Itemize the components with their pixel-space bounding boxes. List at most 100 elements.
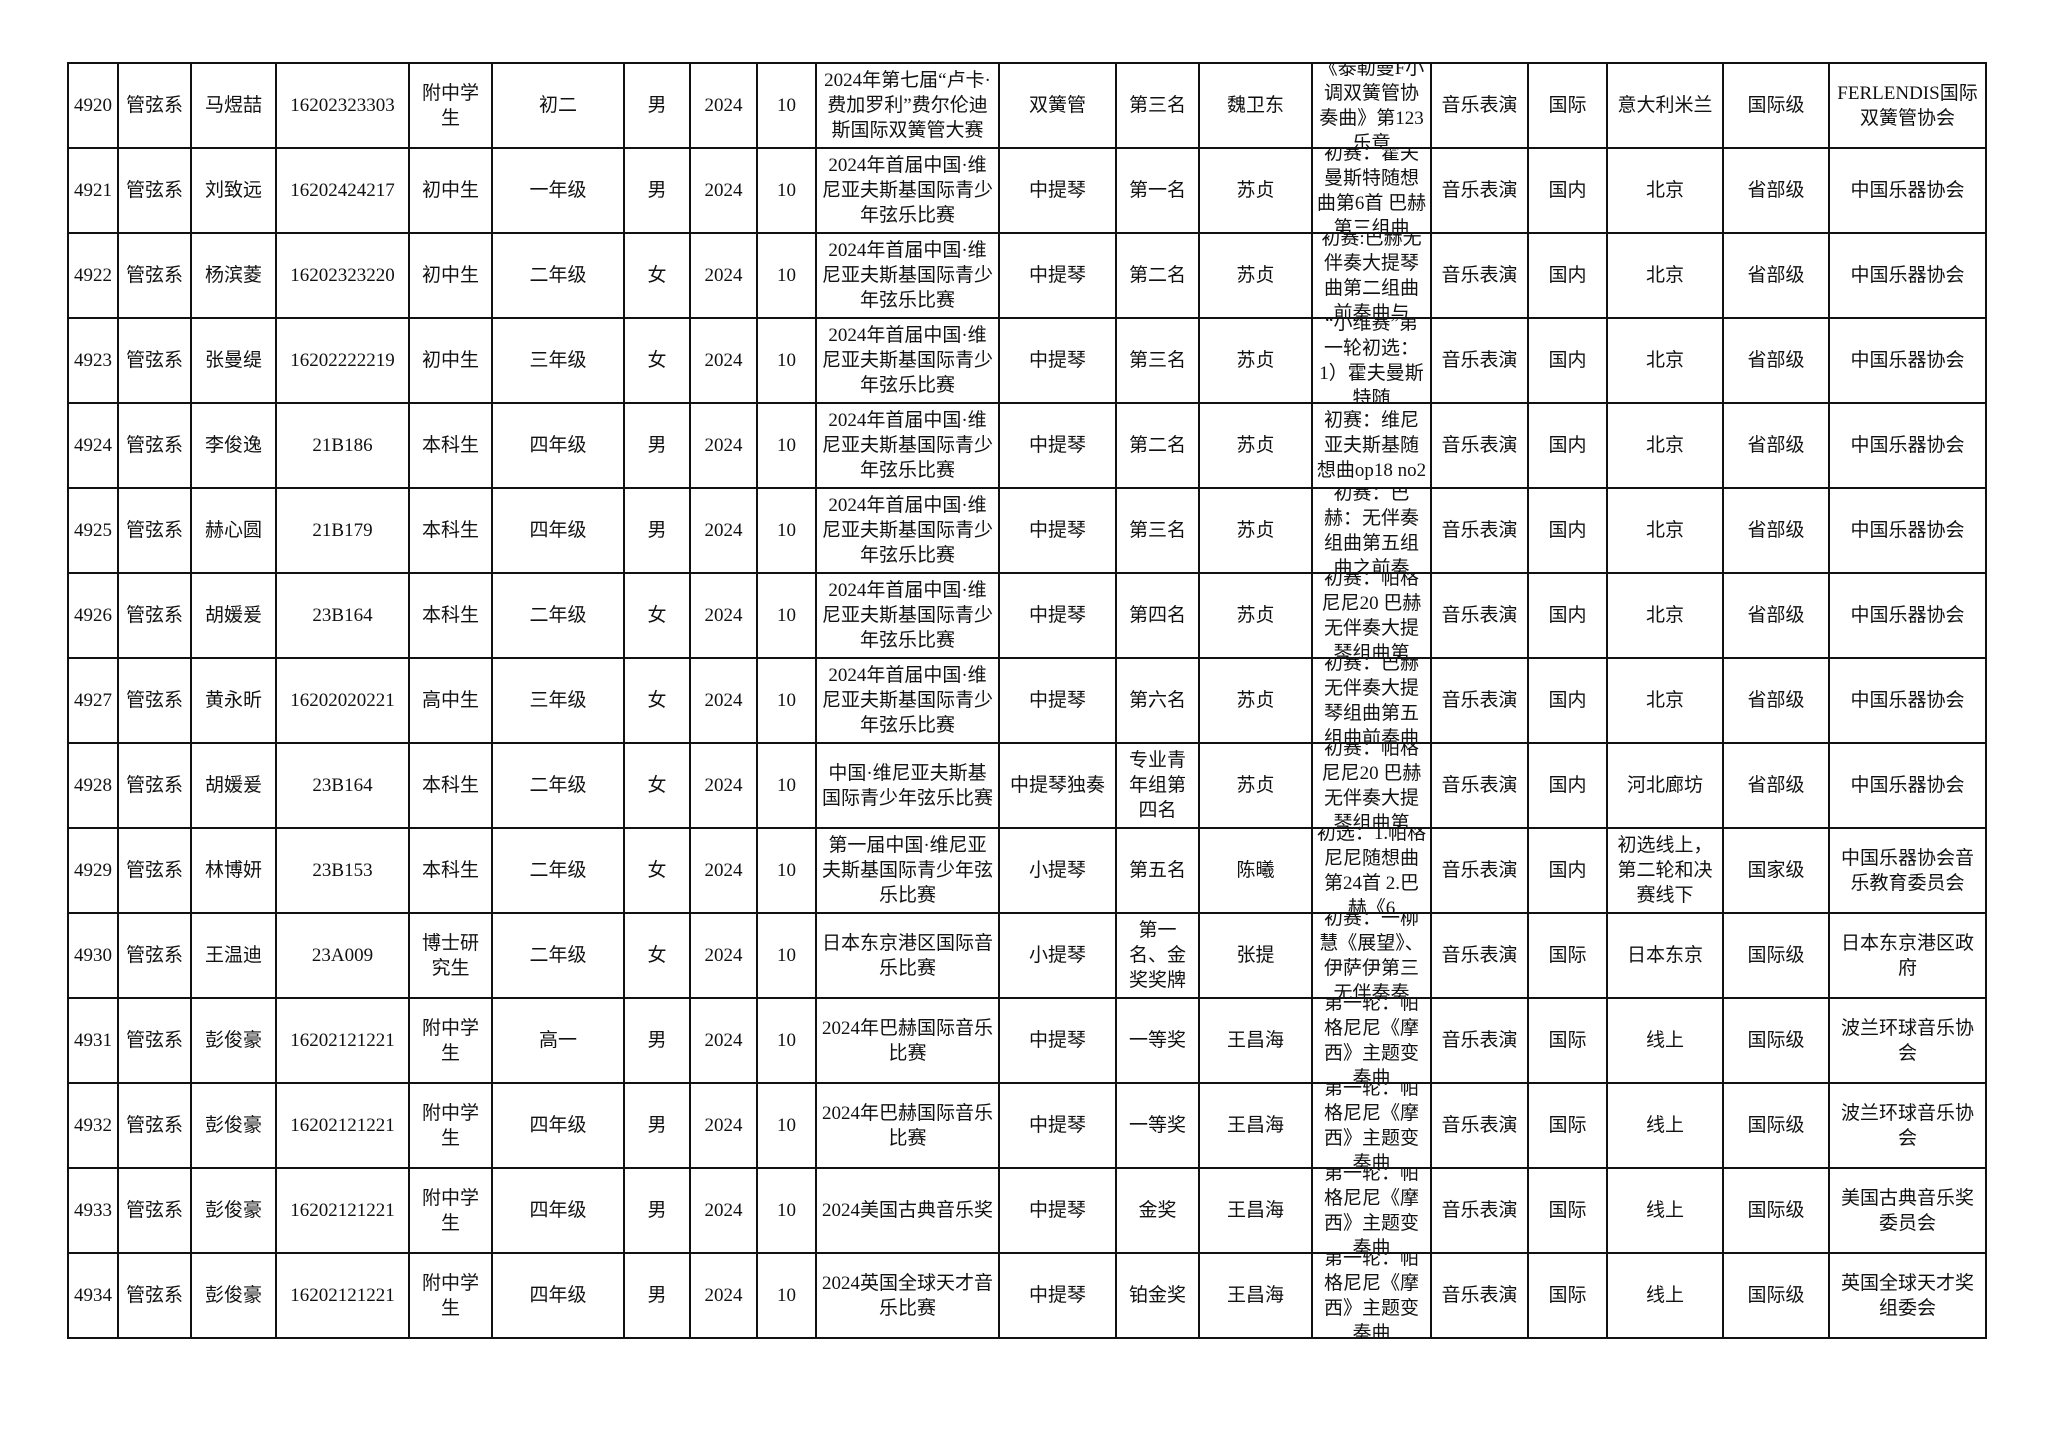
repertoire-text: 第一轮：帕格尼尼《摩西》主题变奏曲: [1323, 1084, 1419, 1167]
cell-repertoire: 《泰勒曼F小调双簧管协奏曲》第123乐章: [1311, 62, 1432, 149]
repertoire-text: 初赛：一柳慧《展望》、伊萨伊第三无伴奏奏: [1319, 914, 1424, 997]
cell-year: 2024: [689, 827, 758, 914]
cell-student-type: 附中学生: [408, 1082, 493, 1169]
record-id-text: 4934: [74, 1285, 112, 1306]
cell-year: 2024: [689, 147, 758, 234]
cell-repertoire: 初赛:巴赫无伴奏大提琴曲第二组曲前奏曲与: [1311, 232, 1432, 319]
cell-level: 省部级: [1722, 317, 1830, 404]
organizer-text: 中国乐器协会: [1850, 435, 1965, 456]
discipline-text: 音乐表演: [1441, 860, 1518, 881]
cell-department: 管弦系: [117, 827, 192, 914]
award-text: 铂金奖: [1128, 1285, 1186, 1306]
cell-instructor: 苏贞: [1198, 487, 1313, 574]
cell-award: 第三名: [1115, 487, 1200, 574]
department-text: 管弦系: [125, 180, 183, 201]
cell-competition-name: 2024美国古典音乐奖: [815, 1167, 1000, 1254]
month-text: 10: [777, 520, 796, 541]
cell-discipline: 音乐表演: [1430, 402, 1529, 489]
table-row: 4934 管弦系 彭俊豪 16202121221 附中学生 四年级 男 2024 10 2024英…: [67, 1252, 1987, 1339]
cell-department: 管弦系: [117, 487, 192, 574]
instrument-text: 中提琴: [1028, 1285, 1086, 1306]
cell-record-id: 4932: [67, 1082, 119, 1169]
cell-instructor: 王昌海: [1198, 1082, 1313, 1169]
cell-year: 2024: [689, 62, 758, 149]
gender-text: 女: [647, 350, 667, 371]
department-text: 管弦系: [125, 1115, 183, 1136]
cell-record-id: 4926: [67, 572, 119, 659]
cell-level: 国际级: [1722, 1252, 1830, 1339]
location-text: 北京: [1645, 690, 1684, 711]
cell-instrument: 中提琴: [998, 317, 1117, 404]
cell-level: 省部级: [1722, 232, 1830, 319]
competition-name-text: 2024英国全球天才音乐比赛: [821, 1272, 993, 1319]
cell-instructor: 王昌海: [1198, 997, 1313, 1084]
cell-location: 河北廊坊: [1606, 742, 1724, 829]
cell-organizer: 日本东京港区政府: [1828, 912, 1987, 999]
cell-gender: 男: [623, 402, 691, 489]
cell-discipline: 音乐表演: [1430, 487, 1529, 574]
cell-student-type: 本科生: [408, 487, 493, 574]
table-row: 4932 管弦系 彭俊豪 16202121221 附中学生 四年级 男 2024 10 2024年…: [67, 1082, 1987, 1169]
cell-scope: 国内: [1527, 487, 1608, 574]
grade-text: 二年级: [529, 945, 587, 966]
cell-competition-name: 2024年首届中国·维尼亚夫斯基国际青少年弦乐比赛: [815, 572, 1000, 659]
gender-text: 男: [647, 1200, 667, 1221]
cell-organizer: 中国乐器协会: [1828, 487, 1987, 574]
cell-student-type: 初中生: [408, 232, 493, 319]
cell-department: 管弦系: [117, 1167, 192, 1254]
award-text: 第三名: [1128, 95, 1186, 116]
cell-scope: 国际: [1527, 62, 1608, 149]
competition-name-text: 2024年首届中国·维尼亚夫斯基国际青少年弦乐比赛: [821, 580, 993, 651]
cell-student-id: 16202020221: [275, 657, 410, 744]
organizer-text: 波兰环球音乐协会: [1840, 1017, 1974, 1064]
instrument-text: 中提琴: [1028, 180, 1086, 201]
location-text: 北京: [1645, 520, 1684, 541]
record-id-text: 4933: [74, 1200, 112, 1221]
cell-student-id: 23B164: [275, 742, 410, 829]
cell-grade: 二年级: [491, 572, 625, 659]
cell-grade: 四年级: [491, 1252, 625, 1339]
level-text: 国际级: [1747, 1285, 1805, 1306]
award-text: 一等奖: [1128, 1030, 1186, 1051]
cell-award: 第三名: [1115, 62, 1200, 149]
month-text: 10: [777, 1200, 796, 1221]
record-id-text: 4921: [74, 180, 112, 201]
cell-gender: 女: [623, 317, 691, 404]
cell-competition-name: 2024年首届中国·维尼亚夫斯基国际青少年弦乐比赛: [815, 232, 1000, 319]
cell-student-name: 李俊逸: [190, 402, 277, 489]
organizer-text: 中国乐器协会: [1850, 605, 1965, 626]
location-text: 北京: [1645, 180, 1684, 201]
award-text: 第六名: [1128, 690, 1186, 711]
gender-text: 女: [647, 605, 667, 626]
department-text: 管弦系: [125, 1285, 183, 1306]
cell-department: 管弦系: [117, 62, 192, 149]
cell-discipline: 音乐表演: [1430, 657, 1529, 744]
cell-instructor: 苏贞: [1198, 657, 1313, 744]
student-type-text: 本科生: [421, 860, 479, 881]
record-id-text: 4927: [74, 690, 112, 711]
discipline-text: 音乐表演: [1441, 775, 1518, 796]
cell-student-type: 本科生: [408, 572, 493, 659]
cell-student-type: 博士研究生: [408, 912, 493, 999]
cell-competition-name: 2024年巴赫国际音乐比赛: [815, 1082, 1000, 1169]
cell-discipline: 音乐表演: [1430, 317, 1529, 404]
level-text: 省部级: [1747, 690, 1805, 711]
cell-award: 第四名: [1115, 572, 1200, 659]
cell-repertoire: “小维赛”第一轮初选：1）霍夫曼斯特随: [1311, 317, 1432, 404]
cell-location: 日本东京: [1606, 912, 1724, 999]
table-row: 4930 管弦系 王温迪 23A009 博士研究生 二年级 女 2024 10 日本东京港区国际音…: [67, 912, 1987, 999]
cell-student-id: 16202323220: [275, 232, 410, 319]
instrument-text: 小提琴: [1028, 860, 1086, 881]
instructor-text: 苏贞: [1236, 605, 1275, 626]
award-text: 第一名: [1128, 180, 1186, 201]
cell-gender: 女: [623, 912, 691, 999]
scope-text: 国际: [1548, 1030, 1587, 1051]
cell-month: 10: [756, 1167, 817, 1254]
cell-instrument: 中提琴: [998, 487, 1117, 574]
cell-level: 省部级: [1722, 402, 1830, 489]
record-id-text: 4928: [74, 775, 112, 796]
level-text: 省部级: [1747, 775, 1805, 796]
cell-competition-name: 日本东京港区国际音乐比赛: [815, 912, 1000, 999]
student-id-text: 16202323220: [290, 265, 395, 286]
cell-student-name: 王温迪: [190, 912, 277, 999]
